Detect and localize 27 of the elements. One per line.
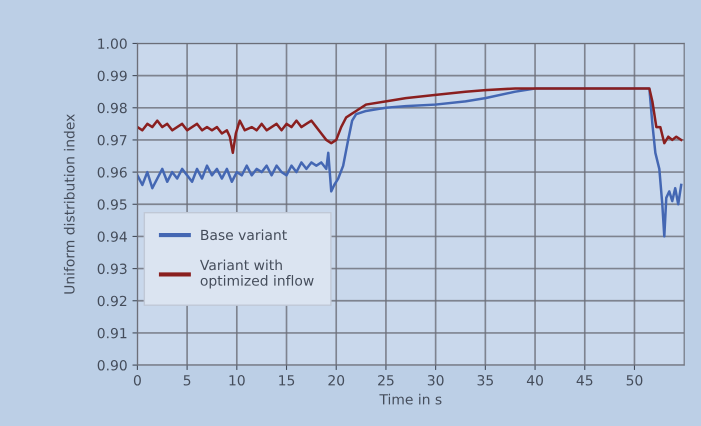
x-tick-label: 50 bbox=[626, 375, 642, 386]
x-tick-label: 0 bbox=[134, 375, 141, 386]
legend-label: Variant with optimized inflow bbox=[200, 260, 314, 288]
y-tick-label: 0.92 bbox=[98, 296, 126, 306]
y-tick-label: 0.91 bbox=[98, 328, 126, 338]
legend-label: Base variant bbox=[201, 229, 287, 240]
y-tick-label: 0.90 bbox=[98, 360, 127, 371]
x-axis-title: Time in s bbox=[379, 394, 442, 405]
y-axis-title: Uniform distribution index bbox=[64, 114, 75, 294]
x-tick-label: 25 bbox=[378, 375, 394, 386]
y-tick-label: 1.00 bbox=[98, 38, 127, 49]
x-tick-label: 20 bbox=[328, 375, 344, 386]
y-tick-label: 0.97 bbox=[98, 134, 126, 146]
y-tick-label: 0.96 bbox=[98, 167, 127, 178]
y-tick-label: 0.93 bbox=[98, 264, 127, 274]
x-tick-label: 15 bbox=[279, 375, 294, 386]
x-tick-label: 40 bbox=[526, 375, 543, 386]
x-tick-label: 10 bbox=[230, 375, 245, 386]
y-tick-label: 0.95 bbox=[98, 199, 126, 210]
x-tick-label: 30 bbox=[428, 375, 444, 386]
y-tick-label: 0.98 bbox=[98, 102, 127, 114]
x-tick-label: 45 bbox=[576, 375, 592, 386]
line-series bbox=[137, 87, 682, 154]
y-tick-label: 0.99 bbox=[98, 70, 127, 82]
x-tick-label: 5 bbox=[184, 375, 190, 386]
y-tick-label: 0.94 bbox=[98, 231, 127, 242]
x-tick-label: 35 bbox=[478, 375, 493, 386]
